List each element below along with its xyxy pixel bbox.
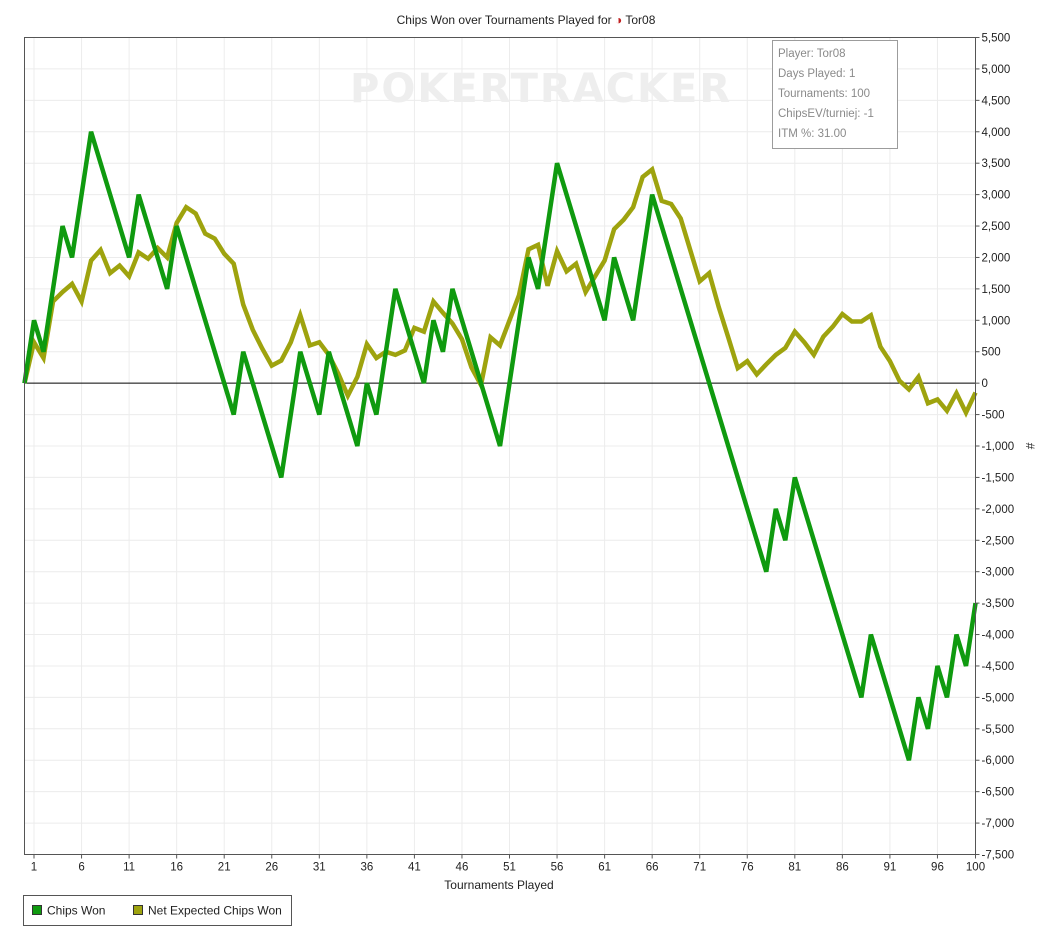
y-tick-label: -1,000 xyxy=(982,441,1015,453)
y-tick-label: -1,500 xyxy=(982,472,1015,484)
x-tick-label: 76 xyxy=(741,862,754,874)
y-tick-label: 5,500 xyxy=(982,33,1011,45)
y-tick-label: -3,500 xyxy=(982,598,1015,610)
x-tick-label: 86 xyxy=(836,862,849,874)
info-itm: ITM %: 31.00 xyxy=(778,128,846,140)
y-tick-label: -7,500 xyxy=(982,850,1015,862)
x-tick-label: 26 xyxy=(265,862,278,874)
x-tick-label: 1 xyxy=(31,862,37,874)
axes: 5,500 5,000 4,500 4,000 3,500 3,000 2,500 2,000… xyxy=(24,33,1015,874)
y-tick-label: -5,000 xyxy=(982,692,1015,704)
y-tick-label: 2,000 xyxy=(982,252,1011,264)
legend-swatch-net-expected xyxy=(133,905,143,915)
y-tick-label: 500 xyxy=(982,347,1001,359)
x-tick-label: 21 xyxy=(218,862,231,874)
x-tick-label: 100 xyxy=(966,862,985,874)
y-tick-label: 2,500 xyxy=(982,221,1011,233)
y-tick-label: 3,500 xyxy=(982,158,1011,170)
y-tick-label: 4,500 xyxy=(982,95,1011,107)
chart-title-player: Tor08 xyxy=(625,13,655,27)
y-tick-label: -6,000 xyxy=(982,755,1015,767)
x-tick-label: 71 xyxy=(693,862,706,874)
x-tick-label: 91 xyxy=(884,862,897,874)
x-tick-label: 46 xyxy=(456,862,469,874)
series-line-net-expected xyxy=(22,165,978,418)
y-axis-title: # xyxy=(1023,443,1037,450)
y-tick-label: 3,000 xyxy=(982,190,1011,202)
y-tick-label: -4,500 xyxy=(982,661,1015,673)
chart-title-prefix: Chips Won over Tournaments Played for xyxy=(397,13,612,27)
y-tick-label: -3,000 xyxy=(982,567,1015,579)
player-info-box-frame xyxy=(772,40,898,149)
y-tick-label: 0 xyxy=(982,378,988,390)
y-tick-label: -500 xyxy=(982,410,1005,422)
legend-label-chips-won: Chips Won xyxy=(47,904,105,918)
x-tick-label: 36 xyxy=(360,862,373,874)
info-tournaments: Tournaments: 100 xyxy=(778,88,870,100)
legend: Chips Won Net Expected Chips Won xyxy=(23,895,292,926)
y-tick-label: -2,000 xyxy=(982,504,1015,516)
x-tick-label: 16 xyxy=(170,862,183,874)
legend-frame xyxy=(23,895,292,926)
pokertracker-watermark: POKERTRACKER xyxy=(350,66,732,112)
x-tick-label: 61 xyxy=(598,862,611,874)
player-info-box: Player: Tor08 Days Played: 1 Tournaments… xyxy=(772,40,898,149)
x-axis-title: Tournaments Played xyxy=(444,878,553,892)
x-tick-label: 96 xyxy=(931,862,944,874)
x-tick-label: 6 xyxy=(78,862,84,874)
y-tick-label: 4,000 xyxy=(982,127,1011,139)
y-tick-label: 5,000 xyxy=(982,64,1011,76)
y-tick-label: -2,500 xyxy=(982,535,1015,547)
x-tick-label: 11 xyxy=(123,862,135,874)
x-tick-label: 41 xyxy=(408,862,421,874)
chart-title: Chips Won over Tournaments Played for ◑ … xyxy=(397,13,656,27)
series-line-chips-won xyxy=(22,131,978,761)
info-days-played: Days Played: 1 xyxy=(778,68,855,80)
x-tick-label: 51 xyxy=(503,862,516,874)
y-tick-label: -4,000 xyxy=(982,630,1015,642)
legend-label-net-expected: Net Expected Chips Won xyxy=(148,904,282,918)
player-title-icon: ◑ xyxy=(615,13,625,27)
y-tick-label: -5,500 xyxy=(982,724,1015,736)
x-tick-label: 31 xyxy=(313,862,326,874)
x-tick-label: 56 xyxy=(551,862,564,874)
series-layer xyxy=(22,131,978,761)
legend-swatch-chips-won xyxy=(32,905,42,915)
x-tick-label: 66 xyxy=(646,862,659,874)
y-tick-label: 1,500 xyxy=(982,284,1011,296)
y-tick-label: -6,500 xyxy=(982,787,1015,799)
x-tick-label: 81 xyxy=(788,862,801,874)
y-tick-label: -7,000 xyxy=(982,818,1015,830)
plot-frame xyxy=(24,37,976,855)
info-player: Player: Tor08 xyxy=(778,48,846,60)
info-chipsev: ChipsEV/turniej: -1 xyxy=(778,108,874,120)
y-tick-label: 1,000 xyxy=(982,315,1011,327)
